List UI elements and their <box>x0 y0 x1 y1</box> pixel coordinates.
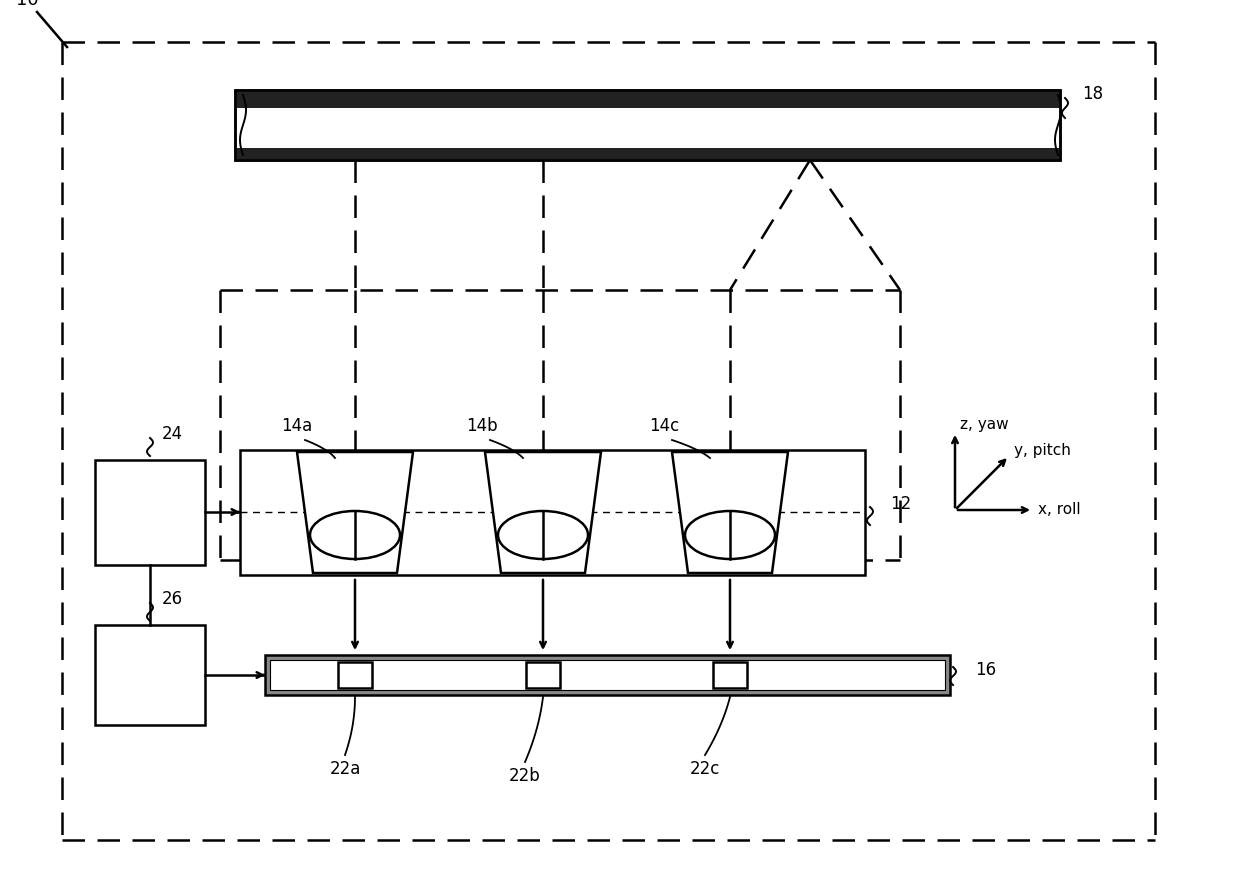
Polygon shape <box>485 452 601 573</box>
Bar <box>265 655 950 695</box>
Bar <box>95 625 205 725</box>
Text: z, yaw: z, yaw <box>960 417 1008 432</box>
Bar <box>270 660 945 690</box>
Ellipse shape <box>498 511 588 559</box>
Text: 22c: 22c <box>689 760 720 778</box>
Ellipse shape <box>684 511 775 559</box>
Bar <box>236 90 1060 160</box>
Text: 16: 16 <box>975 661 996 679</box>
Text: 14b: 14b <box>466 417 497 435</box>
Bar <box>95 460 205 565</box>
Text: 14a: 14a <box>281 417 312 435</box>
Text: 14c: 14c <box>649 417 680 435</box>
Ellipse shape <box>310 511 401 559</box>
Bar <box>526 662 560 688</box>
Bar <box>236 90 1060 108</box>
Bar <box>339 662 372 688</box>
Bar <box>236 90 1060 160</box>
Text: 18: 18 <box>1083 85 1104 103</box>
Text: 12: 12 <box>890 495 911 513</box>
Text: 24: 24 <box>162 425 184 443</box>
Text: 26: 26 <box>162 590 184 608</box>
Polygon shape <box>672 452 787 573</box>
Bar <box>236 148 1060 160</box>
Polygon shape <box>298 452 413 573</box>
Text: 22b: 22b <box>510 767 541 785</box>
Text: y, pitch: y, pitch <box>1014 443 1071 458</box>
Bar <box>713 662 746 688</box>
Text: 22a: 22a <box>330 760 361 778</box>
Text: 10: 10 <box>16 0 38 9</box>
Bar <box>241 450 866 575</box>
Text: x, roll: x, roll <box>1038 503 1080 518</box>
